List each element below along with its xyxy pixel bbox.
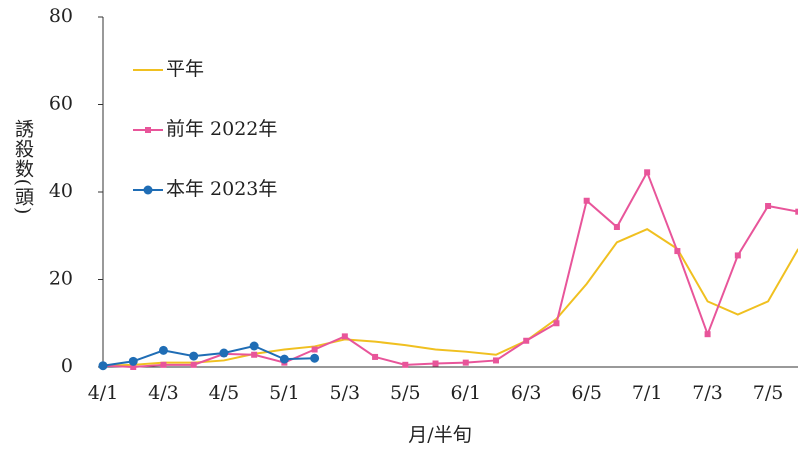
y-tick-label: 60 <box>49 93 73 115</box>
x-tick-label: 6/3 <box>511 382 542 404</box>
legend-label: 平年 <box>166 58 204 80</box>
x-tick-label: 4/5 <box>209 382 240 404</box>
legend-label: 本年 2023年 <box>166 178 277 200</box>
x-tick-label: 4/3 <box>148 382 179 404</box>
y-axis-label: 誘殺数(頭) <box>12 118 34 215</box>
x-tick-label: 6/5 <box>571 382 602 404</box>
x-tick-label: 5/1 <box>269 382 300 404</box>
marker <box>583 197 590 204</box>
legend-marker <box>143 185 153 195</box>
y-tick-label: 0 <box>61 355 73 377</box>
marker <box>311 346 318 353</box>
marker <box>613 224 620 230</box>
marker <box>462 359 469 366</box>
y-tick-label: 40 <box>49 180 73 202</box>
x-tick-label: 5/3 <box>330 382 361 404</box>
marker <box>219 348 229 358</box>
x-tick-label: 7/1 <box>632 382 663 404</box>
marker <box>644 169 651 176</box>
marker <box>341 333 348 340</box>
series-line <box>102 228 798 367</box>
marker <box>249 341 259 351</box>
marker <box>160 361 167 368</box>
series-line <box>102 344 315 367</box>
marker <box>553 320 560 327</box>
marker <box>523 337 530 344</box>
marker <box>98 361 108 371</box>
x-tick-label: 6/1 <box>450 382 481 404</box>
y-tick-label: 80 <box>49 5 73 27</box>
marker <box>402 361 409 368</box>
marker <box>158 345 168 355</box>
marker <box>279 354 289 364</box>
x-tick-label: 5/5 <box>390 382 421 404</box>
legend-marker <box>145 127 151 133</box>
legend-label: 前年 2022年 <box>166 118 277 140</box>
marker <box>128 356 138 366</box>
marker <box>795 208 798 215</box>
marker <box>189 351 199 361</box>
marker <box>734 252 741 259</box>
marker <box>251 351 258 358</box>
marker <box>310 353 320 363</box>
x-axis-label: 月/半旬 <box>408 424 471 446</box>
marker <box>704 331 711 338</box>
marker <box>432 360 439 367</box>
y-tick-label: 20 <box>49 268 73 290</box>
x-tick-label: 4/1 <box>88 382 119 404</box>
series-line <box>102 169 798 369</box>
marker <box>674 248 681 255</box>
marker <box>190 361 197 368</box>
marker <box>492 357 499 364</box>
marker <box>130 364 137 370</box>
x-tick-label: 7/5 <box>753 382 784 404</box>
marker <box>372 353 379 360</box>
marker <box>765 203 772 209</box>
x-tick-label: 7/3 <box>692 382 723 404</box>
